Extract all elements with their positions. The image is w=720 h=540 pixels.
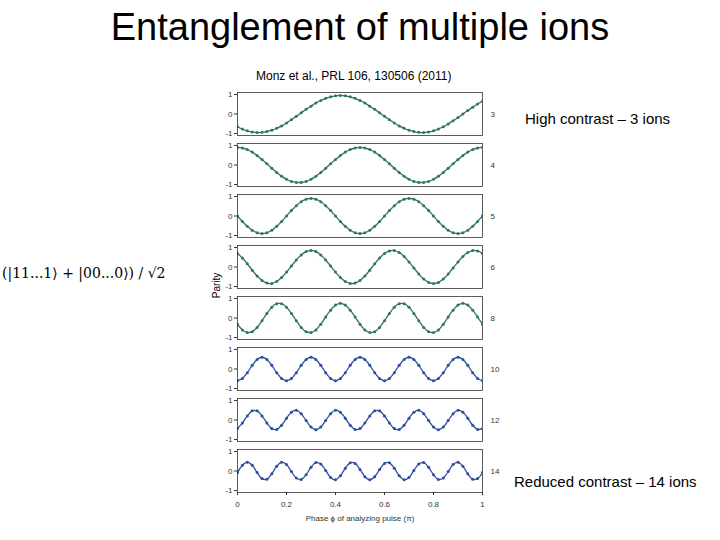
svg-text:-1: -1	[225, 486, 233, 495]
svg-text:-1: -1	[225, 129, 233, 138]
svg-text:5: 5	[491, 212, 496, 221]
html-text:Reduced contrast – 14 ions: Reduced contrast – 14 ions	[514, 473, 697, 490]
html-text:High contrast – 3 ions: High contrast – 3 ions	[525, 110, 671, 127]
svg-text:-1: -1	[225, 282, 233, 291]
svg-text:8: 8	[491, 314, 496, 323]
svg-text:-1: -1	[225, 384, 233, 393]
svg-text:0: 0	[228, 416, 233, 425]
svg-text:10: 10	[491, 365, 500, 374]
svg-text:1: 1	[228, 90, 233, 99]
svg-text:0: 0	[228, 212, 233, 221]
svg-text:-1: -1	[225, 333, 233, 342]
svg-text:0: 0	[228, 263, 233, 272]
svg-text:0.8: 0.8	[428, 500, 440, 509]
svg-text:14: 14	[491, 467, 500, 476]
svg-text:1: 1	[228, 243, 233, 252]
svg-text:3: 3	[491, 110, 496, 119]
svg-text:1: 1	[228, 345, 233, 354]
svg-text:1: 1	[228, 447, 233, 456]
svg-text:-1: -1	[225, 231, 233, 240]
svg-text:-1: -1	[225, 435, 233, 444]
html-text:(|11...1⟩ + |00...0⟩) / √2: (|11...1⟩ + |00...0⟩) / √2	[2, 265, 166, 281]
svg-text:0: 0	[228, 110, 233, 119]
svg-text:0.2: 0.2	[281, 500, 293, 509]
svg-text:0: 0	[228, 365, 233, 374]
svg-text:Phase ϕ of analyzing pulse (π): Phase ϕ of analyzing pulse (π)	[306, 514, 415, 523]
svg-text:0: 0	[235, 500, 240, 509]
svg-text:1: 1	[228, 396, 233, 405]
svg-text:-1: -1	[225, 180, 233, 189]
svg-text:0: 0	[228, 467, 233, 476]
svg-text:1: 1	[228, 294, 233, 303]
svg-text:1: 1	[228, 141, 233, 150]
svg-text:6: 6	[491, 263, 496, 272]
svg-text:12: 12	[491, 416, 500, 425]
svg-text:0: 0	[228, 314, 233, 323]
svg-text:1: 1	[228, 192, 233, 201]
svg-text:0.4: 0.4	[330, 500, 342, 509]
svg-text:0.6: 0.6	[379, 500, 391, 509]
svg-text:4: 4	[491, 161, 496, 170]
svg-text:0: 0	[228, 161, 233, 170]
html-text:Entanglement of multiple ions: Entanglement of multiple ions	[110, 6, 610, 48]
html-text:Parity: Parity	[210, 272, 222, 299]
svg-text:1: 1	[480, 500, 485, 509]
html-text:Monz et al., PRL 106, 130506 (: Monz et al., PRL 106, 130506 (2011)	[256, 69, 452, 83]
